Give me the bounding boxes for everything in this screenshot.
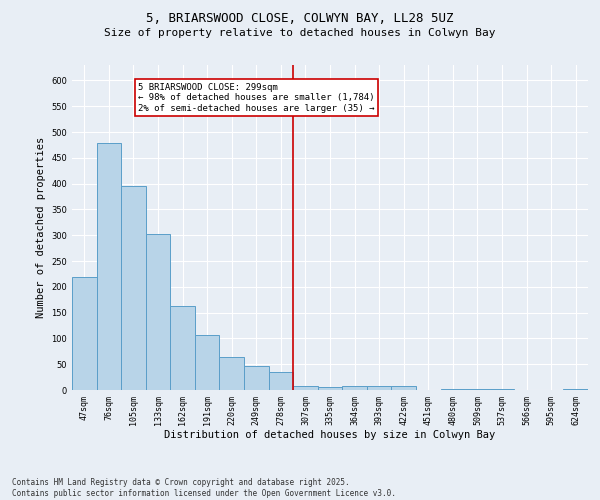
Bar [342,386,367,390]
Text: Contains HM Land Registry data © Crown copyright and database right 2025.
Contai: Contains HM Land Registry data © Crown c… [12,478,396,498]
Text: Size of property relative to detached houses in Colwyn Bay: Size of property relative to detached ho… [104,28,496,38]
Y-axis label: Number of detached properties: Number of detached properties [36,137,46,318]
Bar [269,372,293,390]
Text: 5, BRIARSWOOD CLOSE, COLWYN BAY, LL28 5UZ: 5, BRIARSWOOD CLOSE, COLWYN BAY, LL28 5U… [146,12,454,26]
Bar [170,306,195,390]
Bar [121,186,146,390]
X-axis label: Distribution of detached houses by size in Colwyn Bay: Distribution of detached houses by size … [164,430,496,440]
Bar [293,386,318,390]
Bar [391,386,416,390]
Bar [440,389,465,390]
Text: 5 BRIARSWOOD CLOSE: 299sqm
← 98% of detached houses are smaller (1,784)
2% of se: 5 BRIARSWOOD CLOSE: 299sqm ← 98% of deta… [139,83,375,113]
Bar [318,387,342,390]
Bar [72,277,97,390]
Bar [367,386,391,390]
Bar [244,366,269,390]
Bar [195,336,220,390]
Bar [220,357,244,390]
Bar [146,234,170,390]
Bar [97,143,121,390]
